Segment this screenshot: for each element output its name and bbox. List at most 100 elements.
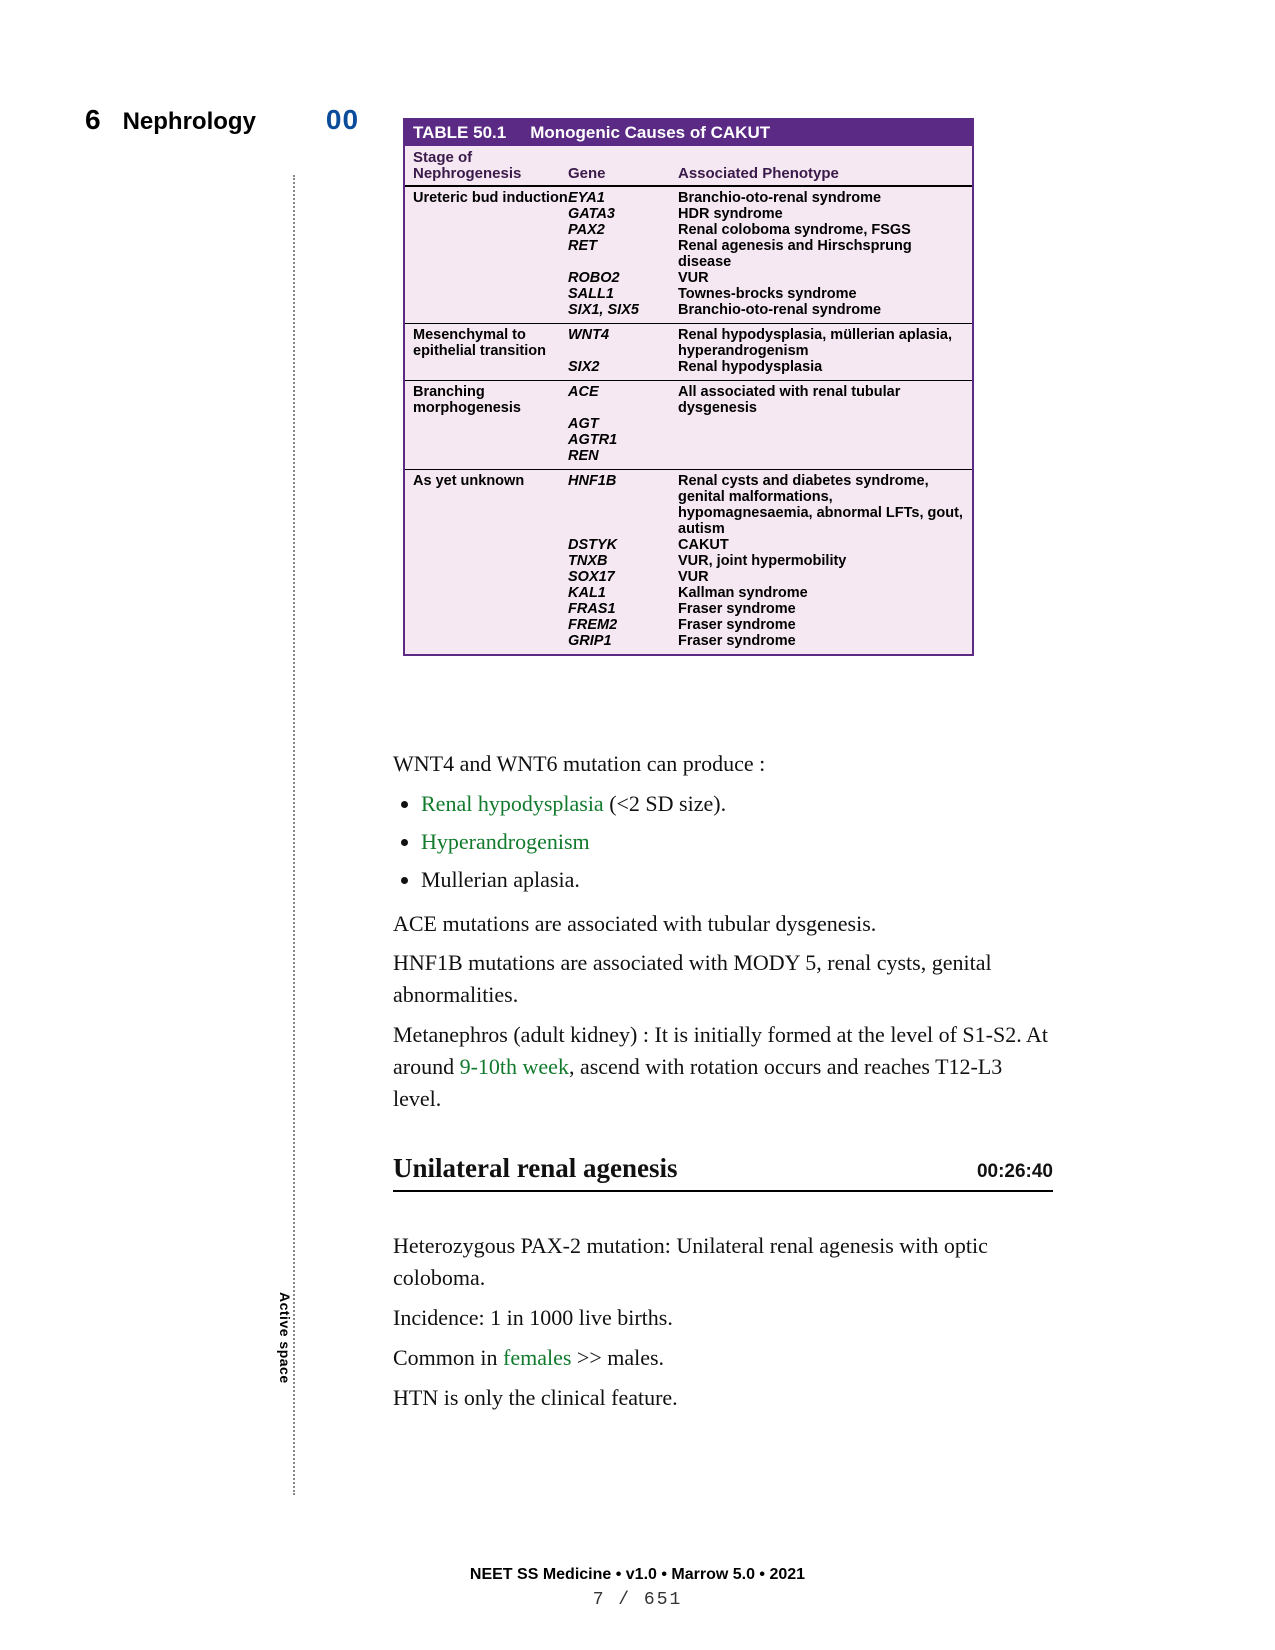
notes-p7: HTN is only the clinical feature. xyxy=(393,1382,1053,1414)
bullet-rest: Mullerian aplasia. xyxy=(421,867,580,892)
phenotype-cell: Branchio-oto-renal syndrome xyxy=(678,190,964,206)
gene-row: KAL1Kallman syndrome xyxy=(568,585,964,601)
phenotype-cell xyxy=(678,416,964,432)
gene-row: WNT4Renal hypodysplasia, müllerian aplas… xyxy=(568,327,964,359)
gene-row: ROBO2VUR xyxy=(568,270,964,286)
bullet-item: Mullerian aplasia. xyxy=(421,864,1053,896)
phenotype-cell xyxy=(678,448,964,464)
p6a: Common in xyxy=(393,1345,503,1370)
gene-cell: FREM2 xyxy=(568,617,678,633)
phenotype-cell: Renal coloboma syndrome, FSGS xyxy=(678,222,964,238)
page-number: 6 xyxy=(85,104,101,136)
phenotype-cell: Renal hypodysplasia, müllerian aplasia, … xyxy=(678,327,964,359)
section-heading: Unilateral renal agenesis 00:26:40 xyxy=(393,1149,1053,1192)
phenotype-cell: Renal cysts and diabetes syndrome, genit… xyxy=(678,473,964,537)
gene-cell: GATA3 xyxy=(568,206,678,222)
gene-row: FREM2Fraser syndrome xyxy=(568,617,964,633)
gene-cell: AGTR1 xyxy=(568,432,678,448)
bullet-rest: (<2 SD size). xyxy=(604,791,726,816)
gene-cell: SOX17 xyxy=(568,569,678,585)
gene-cell: FRAS1 xyxy=(568,601,678,617)
gene-cell: PAX2 xyxy=(568,222,678,238)
stage-cell: Branching morphogenesis xyxy=(413,384,568,464)
table-group: Branching morphogenesisACEAll associated… xyxy=(405,381,972,470)
p6b: >> males. xyxy=(571,1345,664,1370)
gene-row: SIX1, SIX5Branchio-oto-renal syndrome xyxy=(568,302,964,318)
phenotype-cell: Kallman syndrome xyxy=(678,585,964,601)
notes-p4: Heterozygous PAX-2 mutation: Unilateral … xyxy=(393,1230,1053,1294)
notes-p2: HNF1B mutations are associated with MODY… xyxy=(393,947,1053,1011)
stage-cell: Ureteric bud induction xyxy=(413,190,568,318)
bullet-list: Renal hypodysplasia (<2 SD size). Hyperan… xyxy=(393,788,1053,896)
gene-cell: RET xyxy=(568,238,678,270)
gene-cell: ACE xyxy=(568,384,678,416)
gene-row: REN xyxy=(568,448,964,464)
bullet-item: Renal hypodysplasia (<2 SD size). xyxy=(421,788,1053,820)
gene-cell: DSTYK xyxy=(568,537,678,553)
bullet-item: Hyperandrogenism xyxy=(421,826,1053,858)
active-space-label: Active space xyxy=(277,1288,293,1388)
table-group: As yet unknownHNF1BRenal cysts and diabe… xyxy=(405,470,972,654)
gene-row: GATA3HDR syndrome xyxy=(568,206,964,222)
gene-cell: SALL1 xyxy=(568,286,678,302)
table-group: Ureteric bud inductionEYA1Branchio-oto-r… xyxy=(405,187,972,324)
footer-credit: NEET SS Medicine • v1.0 • Marrow 5.0 • 2… xyxy=(0,1566,1275,1584)
gene-row: DSTYKCAKUT xyxy=(568,537,964,553)
gene-cell: TNXB xyxy=(568,553,678,569)
phenotype-cell: Fraser syndrome xyxy=(678,617,964,633)
notes-intro: WNT4 and WNT6 mutation can produce : xyxy=(393,748,1053,780)
phenotype-cell: VUR xyxy=(678,270,964,286)
stage-cell: As yet unknown xyxy=(413,473,568,649)
section-name: Nephrology xyxy=(123,108,256,136)
table-number: TABLE 50.1 xyxy=(413,123,506,143)
gene-row: SIX2Renal hypodysplasia xyxy=(568,359,964,375)
notes-content: WNT4 and WNT6 mutation can produce : Ren… xyxy=(393,740,1053,1422)
gene-row: ACEAll associated with renal tubular dys… xyxy=(568,384,964,416)
gene-row: HNF1BRenal cysts and diabetes syndrome, … xyxy=(568,473,964,537)
gene-row: RETRenal agenesis and Hirschsprung disea… xyxy=(568,238,964,270)
gene-cell: KAL1 xyxy=(568,585,678,601)
gene-cell: SIX2 xyxy=(568,359,678,375)
gene-cell: HNF1B xyxy=(568,473,678,537)
gene-cell: REN xyxy=(568,448,678,464)
phenotype-cell: HDR syndrome xyxy=(678,206,964,222)
gene-row: AGTR1 xyxy=(568,432,964,448)
phenotype-cell: CAKUT xyxy=(678,537,964,553)
gene-row: EYA1Branchio-oto-renal syndrome xyxy=(568,190,964,206)
phenotype-cell: All associated with renal tubular dysgen… xyxy=(678,384,964,416)
section-title: Unilateral renal agenesis xyxy=(393,1149,677,1188)
gene-cell: SIX1, SIX5 xyxy=(568,302,678,318)
gene-cell: ROBO2 xyxy=(568,270,678,286)
table-group: Mesenchymal to epithelial transitionWNT4… xyxy=(405,324,972,381)
col-stage-l2: Nephrogenesis xyxy=(413,166,568,182)
table-titlebar: TABLE 50.1 Monogenic Causes of CAKUT xyxy=(405,120,972,146)
notes-p1: ACE mutations are associated with tubula… xyxy=(393,908,1053,940)
col-phenotype: Associated Phenotype xyxy=(678,165,964,182)
sub-number: 00 xyxy=(326,104,359,136)
table-header-row: Stage of Nephrogenesis Gene Associated P… xyxy=(405,146,972,187)
p3-green: 9-10th week xyxy=(460,1054,569,1079)
gene-row: SOX17VUR xyxy=(568,569,964,585)
bullet-green: Renal hypodysplasia xyxy=(421,791,604,816)
gene-cell: GRIP1 xyxy=(568,633,678,649)
phenotype-cell: Fraser syndrome xyxy=(678,601,964,617)
phenotype-cell: VUR xyxy=(678,569,964,585)
bullet-green: Hyperandrogenism xyxy=(421,829,590,854)
phenotype-cell: Renal hypodysplasia xyxy=(678,359,964,375)
gene-row: GRIP1Fraser syndrome xyxy=(568,633,964,649)
notes-p6: Common in females >> males. xyxy=(393,1342,1053,1374)
gene-row: PAX2Renal coloboma syndrome, FSGS xyxy=(568,222,964,238)
notes-p5: Incidence: 1 in 1000 live births. xyxy=(393,1302,1053,1334)
phenotype-cell xyxy=(678,432,964,448)
phenotype-cell: Townes-brocks syndrome xyxy=(678,286,964,302)
footer-pagination: 7 / 651 xyxy=(0,1590,1275,1610)
page-footer: NEET SS Medicine • v1.0 • Marrow 5.0 • 2… xyxy=(0,1566,1275,1610)
gene-cell: EYA1 xyxy=(568,190,678,206)
cakut-table: TABLE 50.1 Monogenic Causes of CAKUT Sta… xyxy=(403,118,974,656)
notes-p3: Metanephros (adult kidney) : It is initi… xyxy=(393,1019,1053,1115)
phenotype-cell: Renal agenesis and Hirschsprung disease xyxy=(678,238,964,270)
p6-green: females xyxy=(503,1345,571,1370)
col-stage: Stage of Nephrogenesis xyxy=(413,150,568,182)
phenotype-cell: VUR, joint hypermobility xyxy=(678,553,964,569)
gene-cell: WNT4 xyxy=(568,327,678,359)
